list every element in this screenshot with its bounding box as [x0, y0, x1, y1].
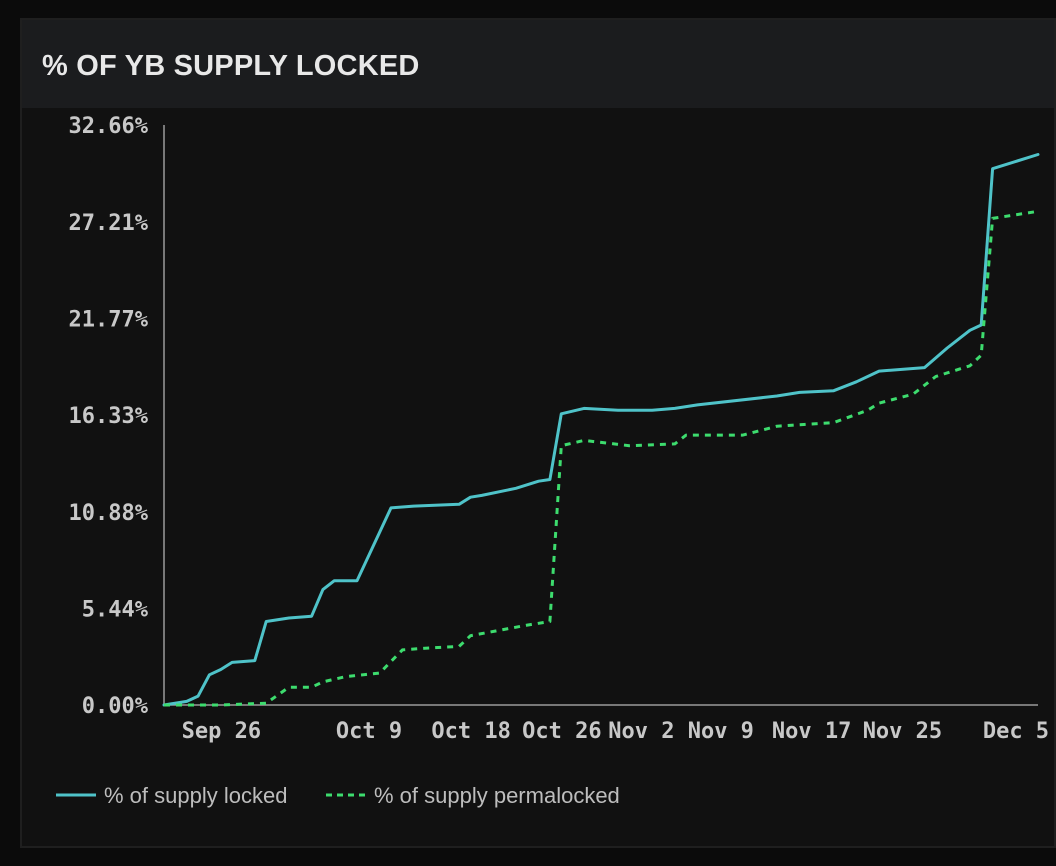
series-line-permalocked [164, 209, 1039, 707]
x-tick-label: Oct 26 [522, 719, 601, 744]
y-tick-label: 32.66% [69, 114, 149, 139]
chart-panel: % OF YB SUPPLY LOCKED [20, 18, 1056, 848]
x-tick-label: Dec 5 [983, 719, 1049, 744]
panel-header: % OF YB SUPPLY LOCKED [22, 20, 1054, 108]
x-tick-label: Oct 9 [336, 719, 402, 744]
y-tick-label: 21.77% [69, 307, 149, 332]
y-tick-label: 0.00% [82, 694, 149, 719]
chart-title: % OF YB SUPPLY LOCKED [42, 50, 420, 82]
y-tick-label: 10.88% [69, 501, 149, 526]
x-tick-label: Nov 2 [608, 719, 674, 744]
x-tick-label: Sep 26 [182, 719, 261, 744]
y-tick-label: 16.33% [69, 404, 149, 429]
y-tick-label: 5.44% [82, 597, 149, 622]
x-tick-label: Nov 25 [863, 719, 942, 744]
x-tick-label: Nov 9 [688, 719, 754, 744]
legend-label-permalocked: % of supply permalocked [374, 783, 620, 808]
x-tick-label: Nov 17 [772, 719, 851, 744]
legend-label-locked: % of supply locked [104, 783, 287, 808]
y-tick-label: 27.21% [69, 211, 149, 236]
series-line-locked [162, 153, 1040, 707]
x-tick-label: Oct 18 [431, 719, 510, 744]
